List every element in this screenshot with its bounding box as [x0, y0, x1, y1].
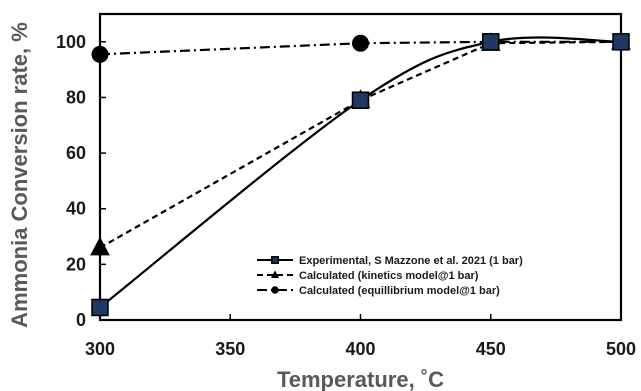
- series-triangle: [90, 30, 631, 256]
- series-square: [91, 33, 630, 317]
- data-point-square: [482, 33, 500, 51]
- data-point-circle: [352, 34, 369, 52]
- data-point-square: [612, 33, 630, 51]
- y-tick-label: 80: [66, 87, 86, 107]
- data-point-triangle: [90, 236, 110, 256]
- series-line: [99, 40, 622, 249]
- x-tick-label: 300: [85, 339, 115, 359]
- y-tick-label: 0: [76, 310, 86, 330]
- x-axis-title: Temperature, ˚C: [277, 367, 444, 391]
- legend-label: Calculated (equillibrium model@1 bar): [299, 285, 500, 297]
- y-axis-ticks: 0 20 40 60 80 100: [56, 32, 106, 330]
- legend-marker-square: [271, 256, 279, 264]
- x-tick-label: 350: [215, 339, 245, 359]
- y-tick-label: 100: [56, 32, 86, 52]
- data-point-square: [91, 298, 109, 317]
- data-point-circle: [91, 45, 109, 63]
- legend-marker-circle: [271, 286, 279, 294]
- legend: Experimental, S Mazzone et al. 2021 (1 b…: [257, 255, 523, 297]
- y-tick-label: 20: [66, 254, 86, 274]
- legend-label: Calculated (kinetics model@1 bar): [299, 270, 479, 282]
- legend-item: Experimental, S Mazzone et al. 2021 (1 b…: [257, 255, 523, 267]
- data-point-square: [351, 91, 370, 109]
- legend-item: Calculated (equillibrium model@1 bar): [257, 285, 500, 297]
- legend-item: Calculated (kinetics model@1 bar): [257, 270, 479, 282]
- legend-label: Experimental, S Mazzone et al. 2021 (1 b…: [299, 255, 523, 267]
- series-line: [99, 40, 621, 56]
- x-tick-label: 500: [606, 339, 636, 359]
- x-axis-ticks: 300 350 400 450 500: [85, 314, 636, 359]
- x-tick-label: 450: [476, 339, 506, 359]
- legend-marker-triangle: [270, 270, 280, 279]
- series-layer: [90, 30, 631, 317]
- y-tick-label: 60: [66, 143, 86, 163]
- y-axis-title: Ammonia Conversion rate, %: [7, 22, 32, 328]
- x-tick-label: 400: [345, 339, 375, 359]
- y-tick-label: 40: [66, 199, 86, 219]
- series-line: [99, 36, 622, 309]
